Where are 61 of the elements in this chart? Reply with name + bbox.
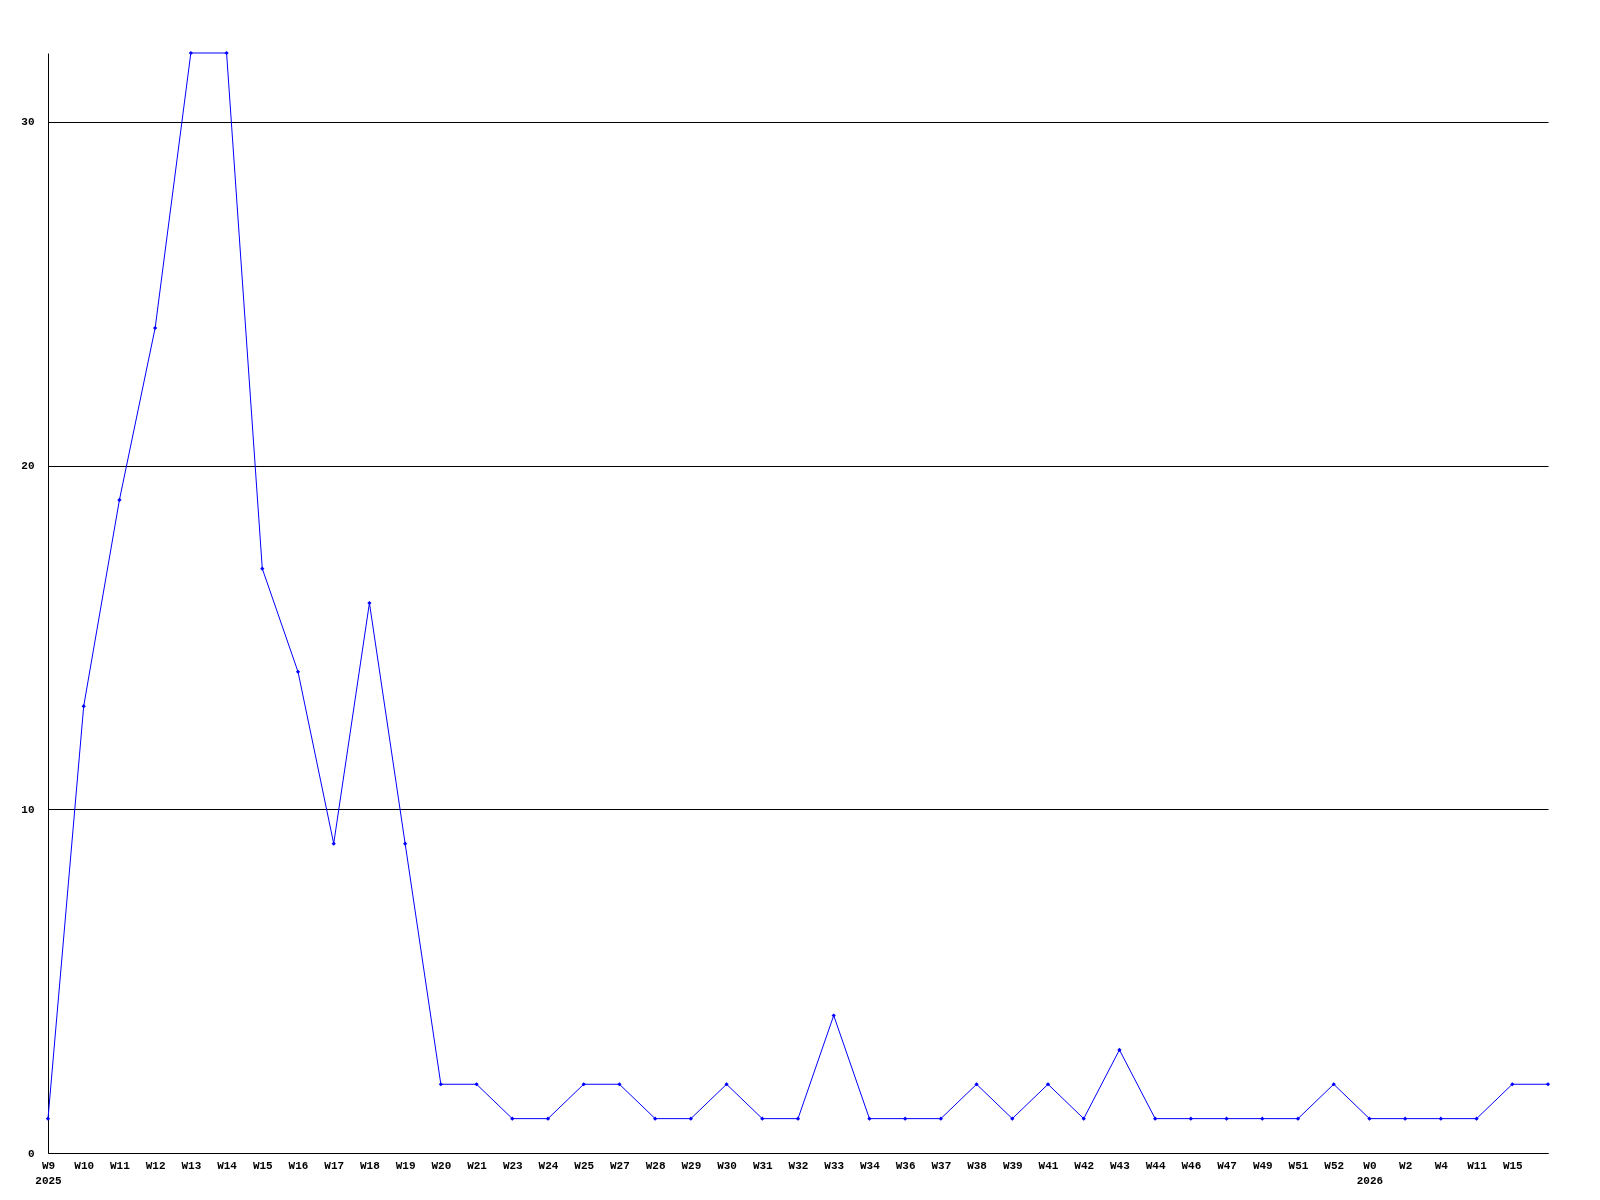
point bbox=[1081, 1116, 1086, 1121]
x-tick-label: W41 bbox=[1038, 1159, 1059, 1172]
x-tick-label: W18 bbox=[360, 1159, 381, 1172]
x-tick-label: W24 bbox=[538, 1159, 559, 1172]
x-tick-label: W47 bbox=[1217, 1159, 1237, 1172]
point bbox=[1474, 1116, 1479, 1121]
point bbox=[260, 566, 265, 571]
x-tick-label: W27 bbox=[610, 1159, 630, 1172]
x-tick-label: W46 bbox=[1181, 1159, 1202, 1172]
x-tick-label: W51 bbox=[1288, 1159, 1309, 1172]
x-tick-label: W21 bbox=[467, 1159, 488, 1172]
point bbox=[1331, 1082, 1336, 1087]
x-tick-label: W25 bbox=[574, 1159, 595, 1172]
x-tick-label: W43 bbox=[1110, 1159, 1131, 1172]
x-tick-label: W20 bbox=[431, 1159, 452, 1172]
x-tick-label: W30 bbox=[717, 1159, 737, 1172]
point bbox=[581, 1082, 586, 1087]
point bbox=[331, 841, 336, 846]
point bbox=[760, 1116, 765, 1121]
x-tick-label: W33 bbox=[824, 1159, 845, 1172]
y-tick-label: 30 bbox=[21, 116, 35, 129]
x-tick-label: W11 bbox=[110, 1159, 131, 1172]
x-tick-label: W42 bbox=[1074, 1159, 1095, 1172]
x-tick-label: W15 bbox=[1502, 1159, 1524, 1172]
x-tick-label: W31 bbox=[752, 1159, 774, 1172]
x-tick-label: W19 bbox=[395, 1159, 416, 1172]
point bbox=[1010, 1116, 1015, 1121]
x-tick-label: W14 bbox=[217, 1159, 238, 1172]
x-tick-label: W34 bbox=[860, 1159, 881, 1172]
point bbox=[1510, 1082, 1515, 1087]
x-tick-label: W16 bbox=[288, 1159, 309, 1172]
x-tick-label: W9 2025 bbox=[35, 1159, 63, 1187]
x-tick-label: W49 bbox=[1252, 1159, 1273, 1172]
x-tick-label: W38 bbox=[967, 1159, 988, 1172]
point bbox=[1260, 1116, 1265, 1121]
x-tick-label: W23 bbox=[502, 1159, 524, 1172]
x-tick-label: W52 bbox=[1324, 1159, 1345, 1172]
x-tick-label: W10 bbox=[74, 1159, 95, 1172]
y-tick-label: 10 bbox=[21, 803, 35, 816]
x-tick-label: W37 bbox=[931, 1159, 952, 1172]
y-tick-label: 0 bbox=[27, 1147, 35, 1160]
x-tick-label: W39 bbox=[1002, 1159, 1023, 1172]
x-tick-label: W13 bbox=[181, 1159, 202, 1172]
x-tick-label: W36 bbox=[895, 1159, 916, 1172]
x-tick-label: W28 bbox=[645, 1159, 666, 1172]
point bbox=[438, 1082, 443, 1087]
point bbox=[867, 1116, 872, 1121]
point bbox=[510, 1116, 515, 1121]
x-tick-label: W2 bbox=[1399, 1159, 1413, 1172]
x-tick-label: W12 bbox=[145, 1159, 166, 1172]
x-tick-label: W4 bbox=[1434, 1159, 1449, 1172]
x-tick-label: W0 2026 bbox=[1356, 1159, 1384, 1187]
x-tick-label: W11 bbox=[1467, 1159, 1488, 1172]
point bbox=[1224, 1116, 1229, 1121]
point bbox=[1367, 1116, 1372, 1121]
x-tick-label: W32 bbox=[788, 1159, 809, 1172]
x-tick-label: W15 bbox=[252, 1159, 274, 1172]
x-tick-label: W44 bbox=[1145, 1159, 1166, 1172]
x-tick-label: W29 bbox=[681, 1159, 702, 1172]
x-tick-label: W17 bbox=[324, 1159, 345, 1172]
y-tick-label: 20 bbox=[21, 460, 35, 472]
